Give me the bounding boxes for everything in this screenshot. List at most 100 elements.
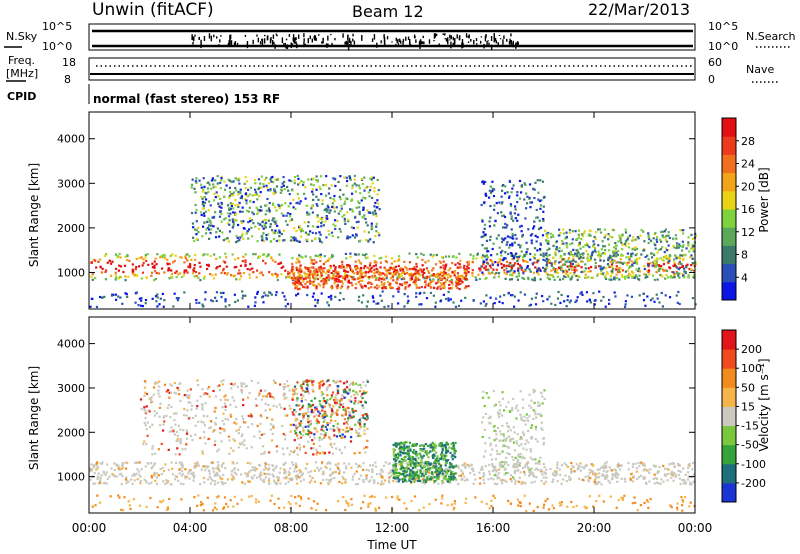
velocity-pixel [154,452,157,455]
nsky-scatter-mark [327,35,329,41]
velocity-pixel [247,426,250,429]
velocity-pixel [233,421,236,424]
power-pixel [517,243,520,246]
power-pixel [502,238,505,242]
velocity-pixel [655,477,659,480]
power-pixel [284,202,287,205]
nsky-scatter-mark [415,39,417,43]
power-pixel [126,295,129,299]
velocity-pixel [304,451,307,455]
power-pixel [262,232,265,235]
velocity-pixel [206,415,209,418]
nsky-scatter-mark [284,42,286,48]
power-pixel [604,249,607,252]
power-pixel [491,187,494,190]
power-pixel [208,224,211,227]
power-pixel [232,180,235,183]
velocity-pixel [328,461,331,464]
velocity-pixel [333,401,337,404]
velocity-pixel [253,474,256,477]
power-pixel [363,284,366,287]
y-tick-label: 3000 [57,177,85,190]
power-pixel [624,270,628,273]
power-pixel [675,257,678,260]
power-pixel [255,269,259,272]
power-pixel [320,241,324,244]
power-pixel [358,187,361,190]
velocity-pixel [336,380,339,383]
power-pixel [400,267,403,270]
power-pixel [664,247,668,250]
power-pixel [651,264,654,267]
power-pixel [613,276,616,279]
power-pixel [297,278,300,281]
power-pixel [368,269,371,272]
velocity-pixel [201,406,204,409]
power-pixel [326,259,329,262]
power-pixel [298,240,301,243]
power-pixel [447,299,450,302]
power-pixel [291,281,294,285]
velocity-pixel [187,396,190,399]
power-pixel [312,193,315,196]
power-pixel [347,285,350,288]
power-pixel [569,262,573,265]
velocity-pixel [596,482,599,485]
velocity-pixel [265,467,268,470]
power-pixel [524,269,527,273]
nsky-scatter-mark [327,43,329,45]
power-pixel [660,267,663,270]
power-pixel [493,273,497,276]
power-pixel [352,276,355,279]
power-pixel [345,179,349,183]
power-pixel [420,303,423,306]
power-pixel [571,230,574,233]
power-pixel [304,282,307,286]
nsky-scatter-mark [353,40,356,45]
power-pixel [619,254,623,258]
power-pixel [514,253,517,256]
power-pixel [254,193,257,197]
velocity-pixel [237,428,240,431]
power-pixel [346,270,350,274]
velocity-pixel [178,453,181,456]
velocity-pixel [174,453,177,456]
power-pixel [637,277,640,281]
nsky-scatter-mark [321,41,323,44]
power-pixel [377,188,380,192]
power-pixel [327,295,330,299]
velocity-pixel [287,480,290,484]
velocity-pixel [158,395,161,398]
power-pixel [372,241,375,244]
power-pixel [508,246,511,249]
power-pixel [258,186,261,189]
power-pixel [631,276,634,279]
power-pixel [220,212,223,215]
power-pixel [378,285,381,288]
power-pixel [228,219,231,222]
power-pixel [432,267,435,270]
power-pixel [358,240,362,243]
power-pixel [511,254,514,258]
power-pixel [260,209,263,212]
velocity-pixel [310,447,313,450]
nsky-scatter-mark [450,41,452,47]
nsky-scatter-mark [494,37,497,42]
power-pixel [414,268,418,271]
power-pixel [231,253,234,256]
nsky-scatter-mark [453,40,456,46]
velocity-pixel [584,464,587,467]
nsky-scatter-mark [203,36,206,41]
nsky-scatter-mark [315,37,317,41]
velocity-pixel [242,403,245,407]
power-pixel [267,219,270,222]
power-pixel [251,211,254,214]
power-pixel [234,241,238,244]
power-pixel [209,231,212,235]
power-pixel [589,270,592,273]
power-pixel [200,195,203,199]
power-pixel [410,272,413,275]
velocity-pixel [674,473,677,476]
power-pixel [210,228,213,231]
nsky-scatter-mark [296,43,298,49]
